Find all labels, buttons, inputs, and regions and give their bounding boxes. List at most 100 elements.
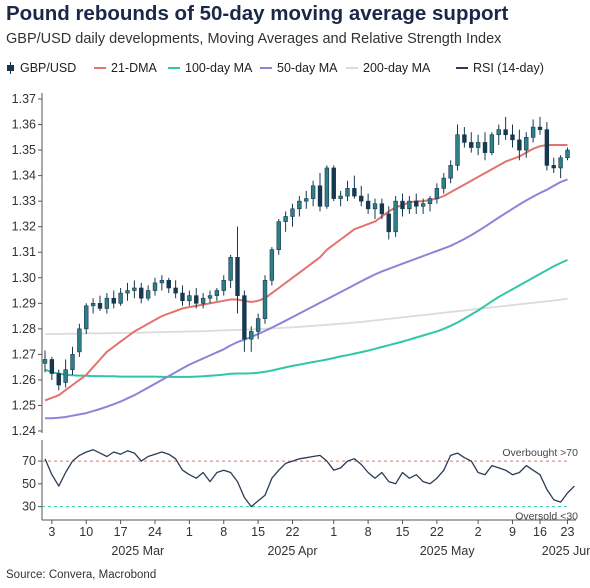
chart-title: Pound rebounds of 50-day moving average … xyxy=(6,2,509,25)
candle xyxy=(200,293,206,309)
candle-body xyxy=(475,142,481,148)
legend-label-gbpusd: GBP/USD xyxy=(20,61,77,75)
candle xyxy=(517,129,522,161)
y-tick-label: 1.27 xyxy=(12,347,36,361)
candle-body xyxy=(310,185,316,199)
candle xyxy=(331,165,336,202)
candle-body xyxy=(324,167,330,207)
rsi-tick-label: 30 xyxy=(22,500,36,514)
candle xyxy=(503,116,508,140)
candle xyxy=(338,190,343,207)
legend-swatch-21dma xyxy=(94,67,106,69)
candle xyxy=(524,132,529,158)
x-tick-label: 1 xyxy=(330,525,337,539)
candle xyxy=(152,277,158,296)
candle-body xyxy=(537,126,543,130)
candle-body xyxy=(517,139,522,151)
series-line-rsi xyxy=(44,449,575,508)
x-tick-label: 15 xyxy=(396,525,410,539)
candle xyxy=(448,160,453,184)
candle-body xyxy=(77,328,82,353)
candle xyxy=(482,132,488,161)
candle-body xyxy=(49,359,55,374)
x-tick-label: 16 xyxy=(533,525,547,539)
candle xyxy=(42,350,48,373)
legend-item-200ma: 200-day MA xyxy=(346,61,430,75)
candle xyxy=(173,280,178,299)
candle-body xyxy=(420,203,426,207)
candle xyxy=(407,196,412,214)
price-axis: 1.37 1.36 1.35 1.34 1.33 1.32 1.31 1.30 1.29 1.28… xyxy=(12,92,43,438)
candle-body xyxy=(235,257,240,296)
candle-body xyxy=(200,297,206,304)
candle-body xyxy=(255,318,261,332)
y-tick-label: 1.34 xyxy=(12,169,36,183)
candle xyxy=(530,119,536,143)
x-tick-label: 15 xyxy=(251,525,265,539)
candle-body xyxy=(441,177,446,189)
series-line-100ma xyxy=(44,258,568,378)
candle xyxy=(180,285,185,306)
candle xyxy=(104,293,110,314)
x-tick-label: 8 xyxy=(365,525,372,539)
legend-swatch-rsi xyxy=(456,67,468,69)
candle xyxy=(228,254,233,288)
x-tick-label: 24 xyxy=(148,525,162,539)
candle-body xyxy=(524,137,529,151)
candlesticks xyxy=(42,116,570,391)
candle-body xyxy=(90,303,96,307)
x-tick-label: 23 xyxy=(561,525,575,539)
candle xyxy=(276,219,281,255)
candle-body xyxy=(214,290,220,296)
candle xyxy=(221,275,226,296)
candle xyxy=(97,295,103,311)
candle xyxy=(262,275,268,324)
legend-item-50ma: 50-day MA xyxy=(260,61,337,75)
candle-body xyxy=(379,203,385,215)
candle-body xyxy=(352,188,357,197)
legend-swatch-50ma xyxy=(260,67,272,69)
legend-item-rsi: RSI (14-day) xyxy=(456,61,544,75)
candle-body xyxy=(551,165,556,169)
candle xyxy=(427,196,433,212)
candle-body xyxy=(207,295,213,299)
y-tick-label: 1.30 xyxy=(12,271,36,285)
series-line-50ma xyxy=(45,178,568,420)
rsi-panel: 70 50 30 Overbought >70 Oversold <30 xyxy=(22,440,578,523)
candle xyxy=(544,121,550,171)
y-tick-label: 1.35 xyxy=(12,143,36,157)
candle xyxy=(194,287,199,309)
candle-body xyxy=(125,290,130,294)
candle-body xyxy=(166,280,171,289)
candle-body xyxy=(70,354,75,371)
candle xyxy=(269,247,275,286)
candle-body xyxy=(407,200,412,210)
month-label: 2025 Apr xyxy=(267,544,317,558)
candle xyxy=(139,282,144,304)
x-tick-label: 10 xyxy=(79,525,93,539)
candle-body xyxy=(496,129,501,136)
legend-swatch-100ma xyxy=(168,67,180,69)
overbought-label: Overbought >70 xyxy=(502,447,578,459)
candle-body xyxy=(434,188,440,199)
candle xyxy=(469,132,474,153)
candle-body xyxy=(359,195,364,202)
candle xyxy=(462,127,467,148)
candle-body xyxy=(97,303,103,309)
x-tick-label: 22 xyxy=(430,525,444,539)
candle xyxy=(70,346,75,375)
candle-body xyxy=(469,142,474,148)
legend-label-200ma: 200-day MA xyxy=(363,61,431,75)
candle xyxy=(434,183,440,204)
y-tick-label: 1.31 xyxy=(12,245,36,259)
candle-body xyxy=(139,287,144,299)
candle xyxy=(235,226,240,314)
candle-body xyxy=(462,134,467,143)
candle-body xyxy=(63,369,68,383)
candle xyxy=(84,303,89,334)
candle-body xyxy=(290,208,295,217)
candlestick-icon xyxy=(6,62,15,74)
candle xyxy=(310,180,316,207)
